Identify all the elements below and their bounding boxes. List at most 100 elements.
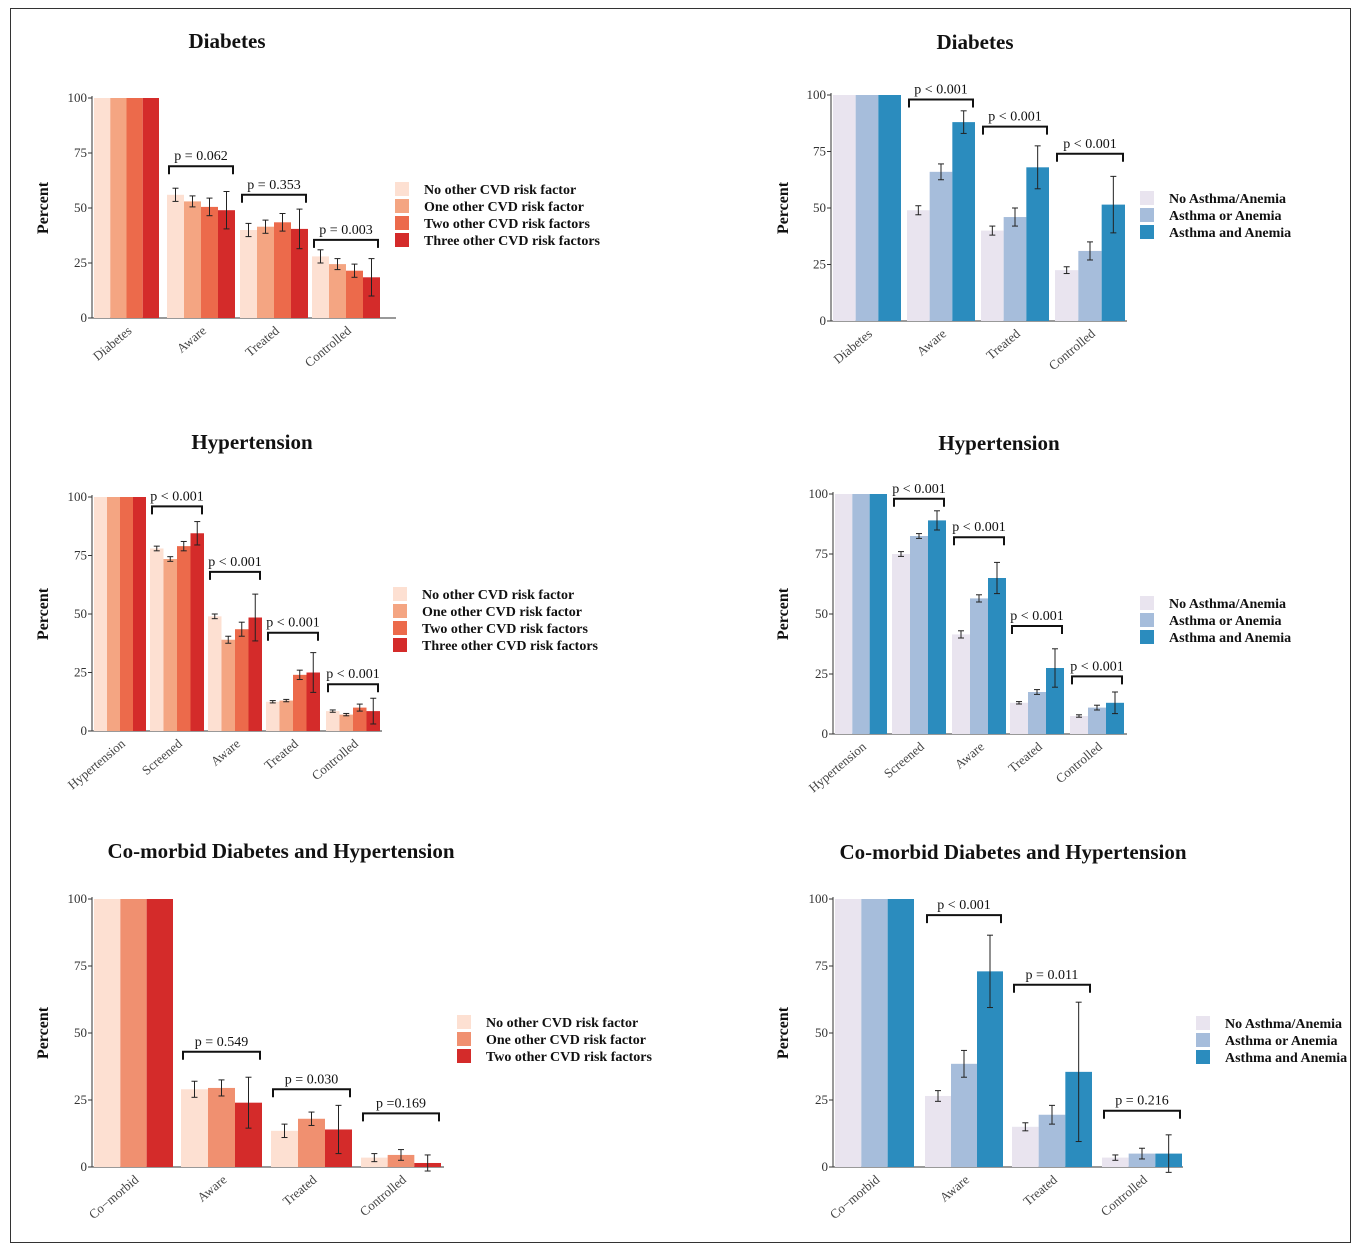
bar — [928, 520, 946, 734]
y-tick-label: 100 — [809, 486, 829, 501]
bar — [869, 494, 887, 734]
legend-entry: No Asthma/Anemia — [1169, 192, 1286, 207]
p-value-label: p < 0.001 — [1010, 609, 1063, 624]
significance-bracket — [209, 570, 261, 580]
p-value-label: p < 0.001 — [892, 482, 945, 497]
p-value-label: p < 0.001 — [988, 110, 1041, 125]
legend-entry: Asthma or Anemia — [1225, 1034, 1338, 1049]
bar — [1106, 702, 1124, 734]
bar — [910, 536, 928, 734]
y-tick-label: 75 — [815, 958, 828, 973]
bar — [120, 497, 133, 731]
y-tick-label: 0 — [820, 313, 827, 328]
x-tick-label: Co−morbid — [827, 1171, 883, 1221]
p-value-label: p < 0.001 — [1070, 659, 1123, 674]
p-value-label: p < 0.001 — [326, 667, 379, 682]
legend-entry: One other CVD risk factor — [486, 1033, 646, 1048]
significance-bracket — [241, 193, 307, 203]
bar — [94, 899, 121, 1167]
p-value-label: p = 0.030 — [285, 1072, 338, 1087]
x-tick-label: Treated — [261, 735, 301, 772]
significance-bracket — [362, 1112, 440, 1122]
chart-title: Co-morbid Diabetes and Hypertension — [839, 840, 1186, 864]
x-tick-label: Aware — [194, 1172, 229, 1205]
bar — [312, 256, 329, 318]
y-tick-label: 25 — [815, 1092, 828, 1107]
significance-bracket — [151, 505, 203, 515]
y-axis-label: Percent — [35, 181, 52, 234]
y-tick-label: 100 — [68, 891, 88, 906]
bar — [208, 1087, 235, 1167]
y-axis-label: Percent — [775, 181, 792, 234]
bar — [833, 95, 856, 321]
bar — [94, 497, 107, 731]
y-tick-label: 50 — [815, 1025, 828, 1040]
significance-bracket — [982, 125, 1048, 135]
significance-bracket — [313, 238, 379, 248]
y-tick-label: 75 — [74, 548, 87, 563]
x-tick-label: Aware — [174, 323, 209, 356]
bar — [181, 1089, 208, 1167]
bar — [1003, 217, 1027, 321]
chart-title: Co-morbid Diabetes and Hypertension — [107, 839, 454, 863]
p-value-label: p = 0.011 — [1026, 968, 1079, 983]
x-tick-label: Diabetes — [90, 323, 134, 364]
y-tick-label: 50 — [74, 1025, 87, 1040]
legend-swatch — [1140, 191, 1154, 205]
x-tick-label: Controlled — [1046, 325, 1099, 373]
bar — [1078, 250, 1102, 321]
x-tick-label: Screened — [881, 738, 928, 780]
chart-panel-f: Co-morbid Diabetes and Hypertension Perce… — [775, 840, 1347, 1222]
bar — [970, 598, 988, 734]
legend-swatch — [393, 604, 407, 618]
y-tick-label: 25 — [74, 255, 87, 270]
x-tick-label: Aware — [914, 326, 949, 359]
x-tick-label: Controlled — [309, 735, 362, 783]
significance-bracket — [893, 497, 945, 507]
x-tick-label: Controlled — [302, 322, 355, 370]
x-tick-label: Aware — [937, 1172, 972, 1205]
p-value-label: p < 0.001 — [150, 489, 203, 504]
p-value-label: p < 0.001 — [1063, 137, 1116, 152]
legend-entry: No other CVD risk factor — [422, 588, 574, 603]
bar — [306, 672, 320, 731]
legend-entry: No other CVD risk factor — [486, 1016, 638, 1031]
y-tick-label: 50 — [74, 606, 87, 621]
legend-entry: Asthma and Anemia — [1169, 631, 1291, 646]
bar — [201, 206, 218, 318]
bar — [361, 1157, 388, 1167]
y-tick-label: 0 — [81, 1159, 88, 1174]
y-tick-label: 0 — [822, 1159, 829, 1174]
significance-bracket — [182, 1050, 261, 1060]
legend-entry: Asthma and Anemia — [1225, 1051, 1347, 1066]
legend-entry: Three other CVD risk factors — [424, 234, 601, 249]
bar — [110, 98, 127, 318]
legend-swatch — [1140, 225, 1154, 239]
bar — [1028, 692, 1046, 734]
bar — [892, 554, 910, 734]
y-tick-label: 100 — [809, 891, 829, 906]
p-value-label: p = 0.062 — [174, 149, 227, 164]
bar — [190, 533, 204, 731]
p-value-label: p = 0.549 — [195, 1035, 248, 1050]
bar — [1128, 1153, 1156, 1167]
legend-swatch — [393, 587, 407, 601]
bar — [177, 546, 191, 731]
y-tick-label: 0 — [822, 726, 829, 741]
significance-bracket — [327, 683, 379, 693]
p-value-label: p = 0.216 — [1115, 1094, 1168, 1109]
bar — [861, 899, 888, 1167]
bar — [1026, 167, 1049, 321]
legend-entry: Asthma or Anemia — [1169, 614, 1282, 629]
legend-swatch — [395, 216, 409, 230]
x-tick-label: Treated — [280, 1171, 320, 1208]
x-tick-label: Controlled — [357, 1171, 410, 1219]
bar — [184, 201, 201, 318]
figure-border — [10, 8, 1351, 1243]
x-tick-label: Aware — [208, 736, 243, 769]
bar — [1046, 668, 1064, 734]
bar — [248, 617, 262, 731]
significance-bracket — [1103, 1109, 1181, 1119]
bar — [291, 228, 308, 318]
